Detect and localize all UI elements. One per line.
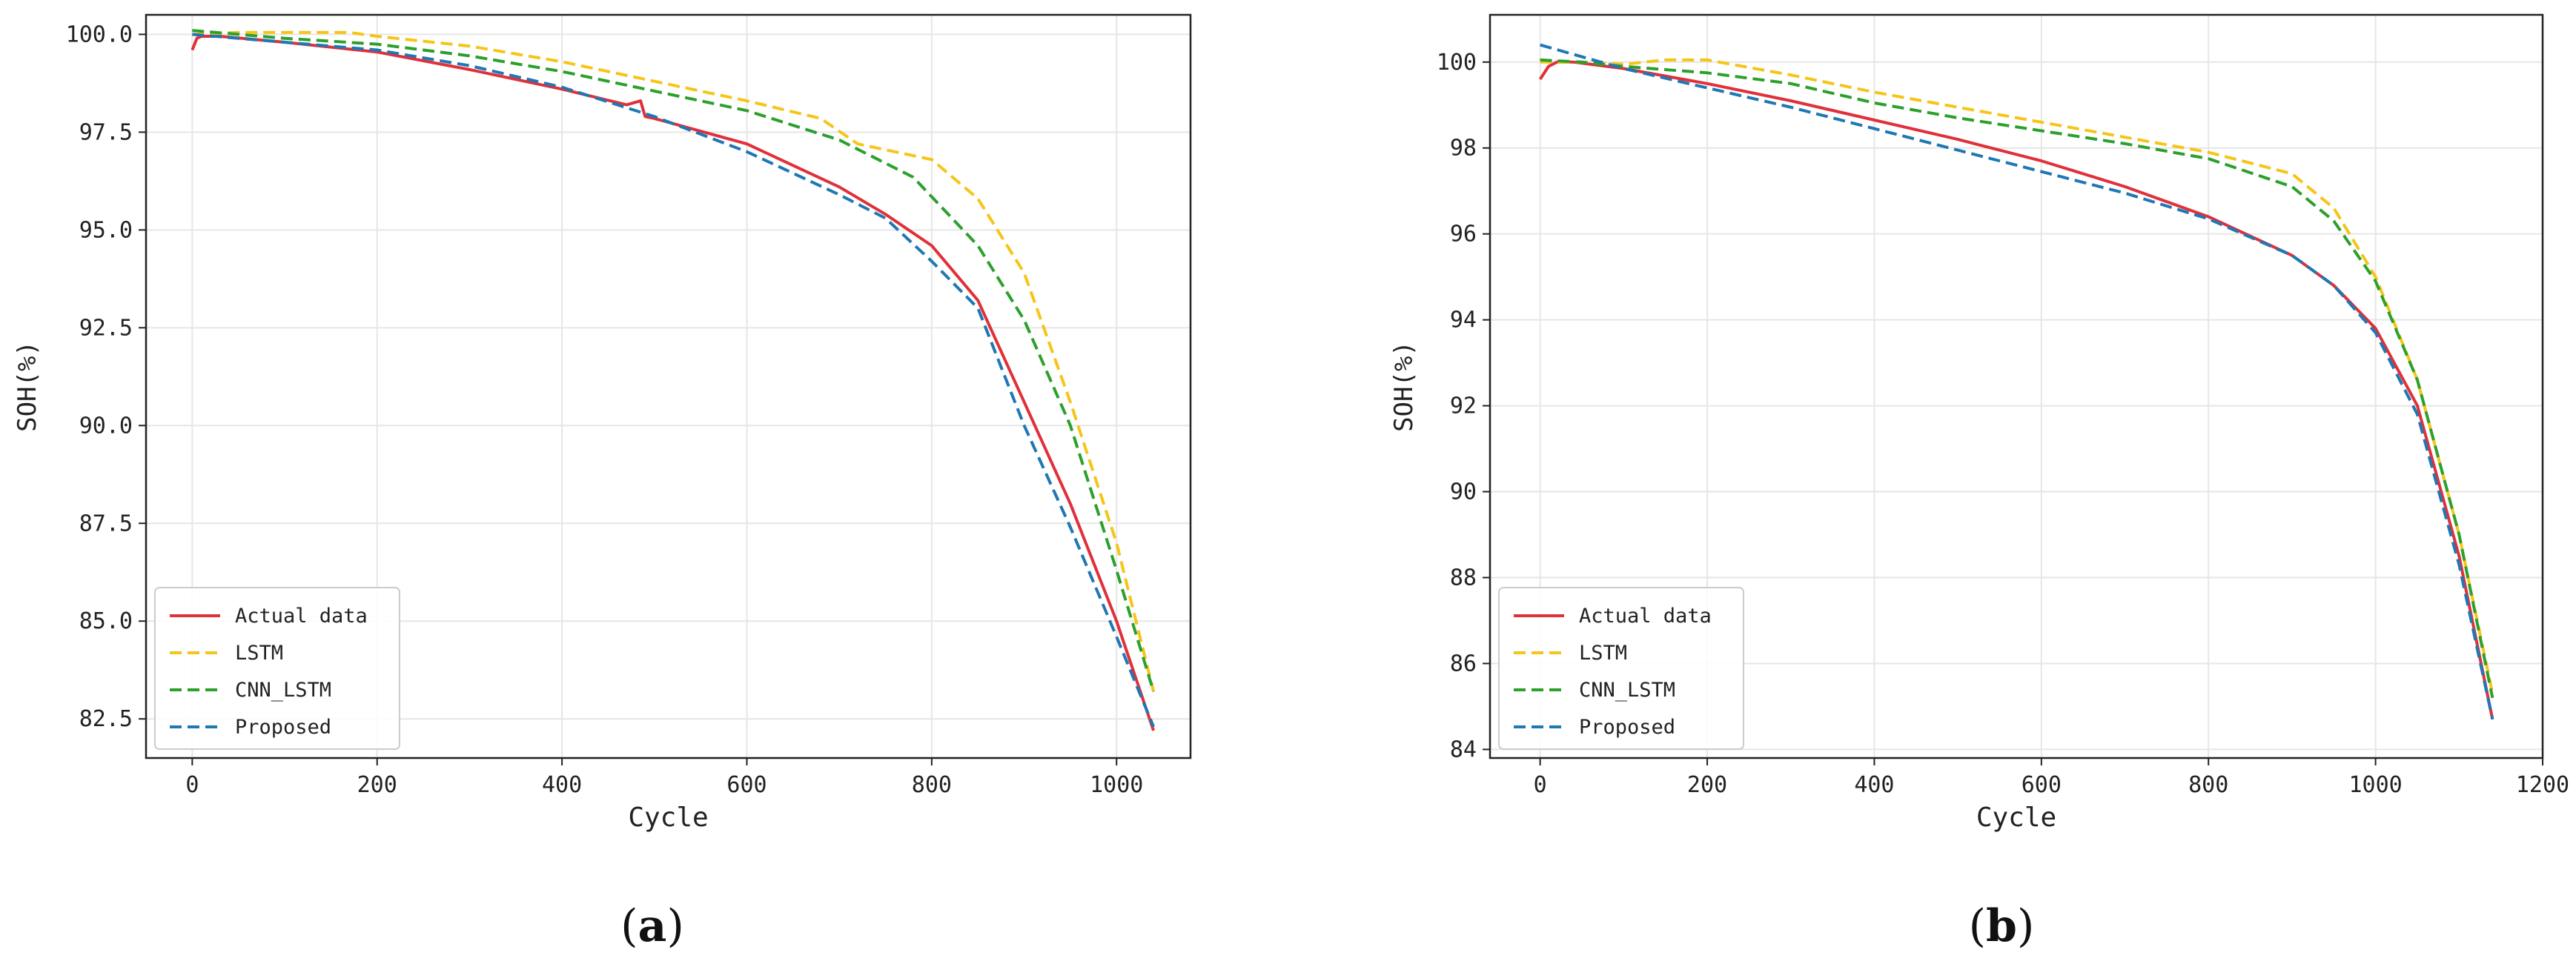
legend-label: Actual data: [1579, 605, 1712, 628]
y-tick-label: 97.5: [79, 119, 133, 145]
y-axis-label: SOH(%): [1389, 341, 1419, 432]
panel-caption: (b): [1969, 900, 2035, 952]
y-tick-label: 85.0: [79, 608, 133, 634]
y-tick-label: 82.5: [79, 706, 133, 732]
y-axis-label: SOH(%): [13, 341, 42, 432]
legend-label: LSTM: [1579, 642, 1627, 665]
x-tick-label: 600: [726, 772, 766, 798]
series-line-cnn-lstm: [192, 29, 1156, 692]
series-group: [1538, 43, 2494, 720]
y-tick-label: 92: [1450, 393, 1477, 419]
y-tick-label: 90.0: [79, 413, 133, 439]
y-tick-label: 92.5: [79, 315, 133, 341]
x-tick-label: 200: [1687, 772, 1727, 798]
y-tick-label: 96: [1450, 222, 1477, 247]
x-tick-label: 200: [357, 772, 397, 798]
series-line-cnn-lstm: [1540, 58, 2494, 699]
y-tick-label: 95.0: [79, 217, 133, 243]
grid: [146, 15, 1191, 758]
y-tick-label: 100: [1437, 50, 1477, 76]
x-tick-label: 1000: [1090, 772, 1143, 798]
legend-label: Proposed: [235, 716, 331, 739]
chart-panel-a: 0 200 400 600 800 1000 82.5 85.0 87.5 90.0 92.5 95.…: [13, 13, 1192, 952]
y-tick-label: 84: [1450, 737, 1477, 762]
panel-caption: (a): [620, 900, 684, 952]
legend-label: LSTM: [235, 642, 283, 665]
x-tick-label: 800: [912, 772, 952, 798]
y-tick-label: 87.5: [79, 511, 133, 536]
legend-box: [154, 587, 400, 750]
plot-frame: [145, 13, 1192, 759]
x-tick-label: 400: [542, 772, 582, 798]
legend-box: [1498, 587, 1744, 750]
x-tick-label: 0: [1534, 772, 1547, 798]
legend: Actual data LSTM CNN_LSTM Proposed: [1498, 587, 1744, 750]
legend-label: CNN_LSTM: [235, 679, 331, 702]
x-tick-label: 400: [1854, 772, 1894, 798]
legend: Actual data LSTM CNN_LSTM Proposed: [154, 587, 400, 750]
x-axis-label: Cycle: [628, 802, 708, 833]
x-tick-label: 0: [185, 772, 199, 798]
y-tick-label: 100.0: [66, 21, 133, 47]
x-tick-label: 1000: [2348, 772, 2402, 798]
series-line-proposed: [1540, 43, 2494, 720]
series-line-proposed: [192, 33, 1155, 728]
x-tick-label: 800: [2188, 772, 2228, 798]
legend-label: Proposed: [1579, 716, 1675, 739]
series-line-actual-data: [191, 35, 1155, 731]
series-line-lstm: [1540, 58, 2494, 694]
chart-panel-b: 0 200 400 600 800 1000 1200 84 86 88 90 92 94 96 98 100…: [1389, 13, 2569, 952]
legend-label: Actual data: [235, 605, 368, 628]
series-line-actual-data: [1538, 60, 2494, 720]
x-tick-label: 600: [2022, 772, 2062, 798]
y-tick-label: 86: [1450, 651, 1477, 677]
series-line-lstm: [192, 30, 1156, 692]
x-tick-label: 1200: [2516, 772, 2569, 798]
y-tick-label: 88: [1450, 565, 1477, 591]
y-tick-label: 90: [1450, 479, 1477, 505]
legend-label: CNN_LSTM: [1579, 679, 1675, 702]
y-tick-label: 98: [1450, 136, 1477, 162]
series-group: [191, 29, 1156, 731]
x-axis-label: Cycle: [1976, 802, 2056, 833]
y-tick-label: 94: [1450, 308, 1477, 333]
plot-frame: [1489, 13, 2544, 759]
